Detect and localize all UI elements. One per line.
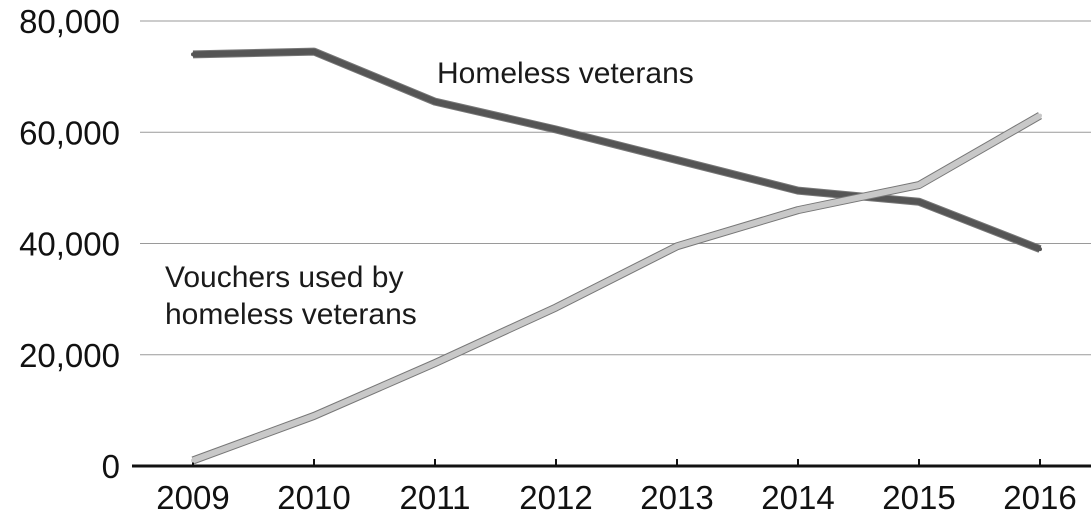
x-tick-label: 2015 — [882, 479, 955, 514]
data-point — [917, 183, 921, 188]
series-label-line: Vouchers used by — [165, 261, 404, 294]
x-tick-label: 2013 — [640, 479, 713, 514]
data-point — [433, 361, 437, 366]
series-line — [192, 48, 1042, 252]
y-tick-label: 0 — [102, 448, 120, 485]
y-tick-label: 60,000 — [19, 114, 120, 151]
data-point — [433, 99, 437, 104]
data-point — [191, 458, 195, 463]
x-tick-label: 2009 — [156, 479, 229, 514]
data-point — [917, 199, 921, 204]
y-axis-tick-labels: 0 20,000 40,000 60,000 80,000 — [19, 3, 120, 485]
data-point — [675, 244, 679, 249]
x-tick-label: 2010 — [277, 479, 350, 514]
data-point — [796, 188, 800, 193]
series-0 — [191, 47, 1042, 253]
y-tick-label: 80,000 — [19, 3, 120, 40]
series-label-line: homeless veterans — [165, 298, 417, 331]
data-point — [312, 49, 316, 54]
series-lines — [191, 47, 1042, 465]
x-tick-label: 2016 — [1003, 479, 1076, 514]
x-tick-label: 2011 — [400, 479, 471, 514]
data-point — [554, 305, 558, 310]
x-tick-label: 2012 — [519, 479, 592, 514]
series-1 — [191, 112, 1042, 465]
gridlines — [140, 20, 1091, 356]
data-point — [312, 413, 316, 418]
x-axis-tick-labels: 2009 2010 2011 2012 2013 2014 2015 2016 — [156, 479, 1076, 514]
series-label-vouchers: Vouchers used by homeless veterans — [165, 261, 417, 331]
series-label-homeless-veterans: Homeless veterans — [437, 57, 694, 90]
series-label-line: Homeless veterans — [437, 57, 694, 90]
y-tick-label: 20,000 — [19, 337, 120, 374]
x-tick-label: 2014 — [761, 479, 834, 514]
data-point — [675, 158, 679, 163]
y-tick-label: 40,000 — [19, 226, 120, 263]
data-point — [554, 127, 558, 132]
data-point — [796, 208, 800, 213]
series-line — [191, 112, 1042, 464]
data-point — [191, 52, 195, 57]
data-point — [1038, 247, 1042, 252]
data-point — [1038, 113, 1042, 118]
